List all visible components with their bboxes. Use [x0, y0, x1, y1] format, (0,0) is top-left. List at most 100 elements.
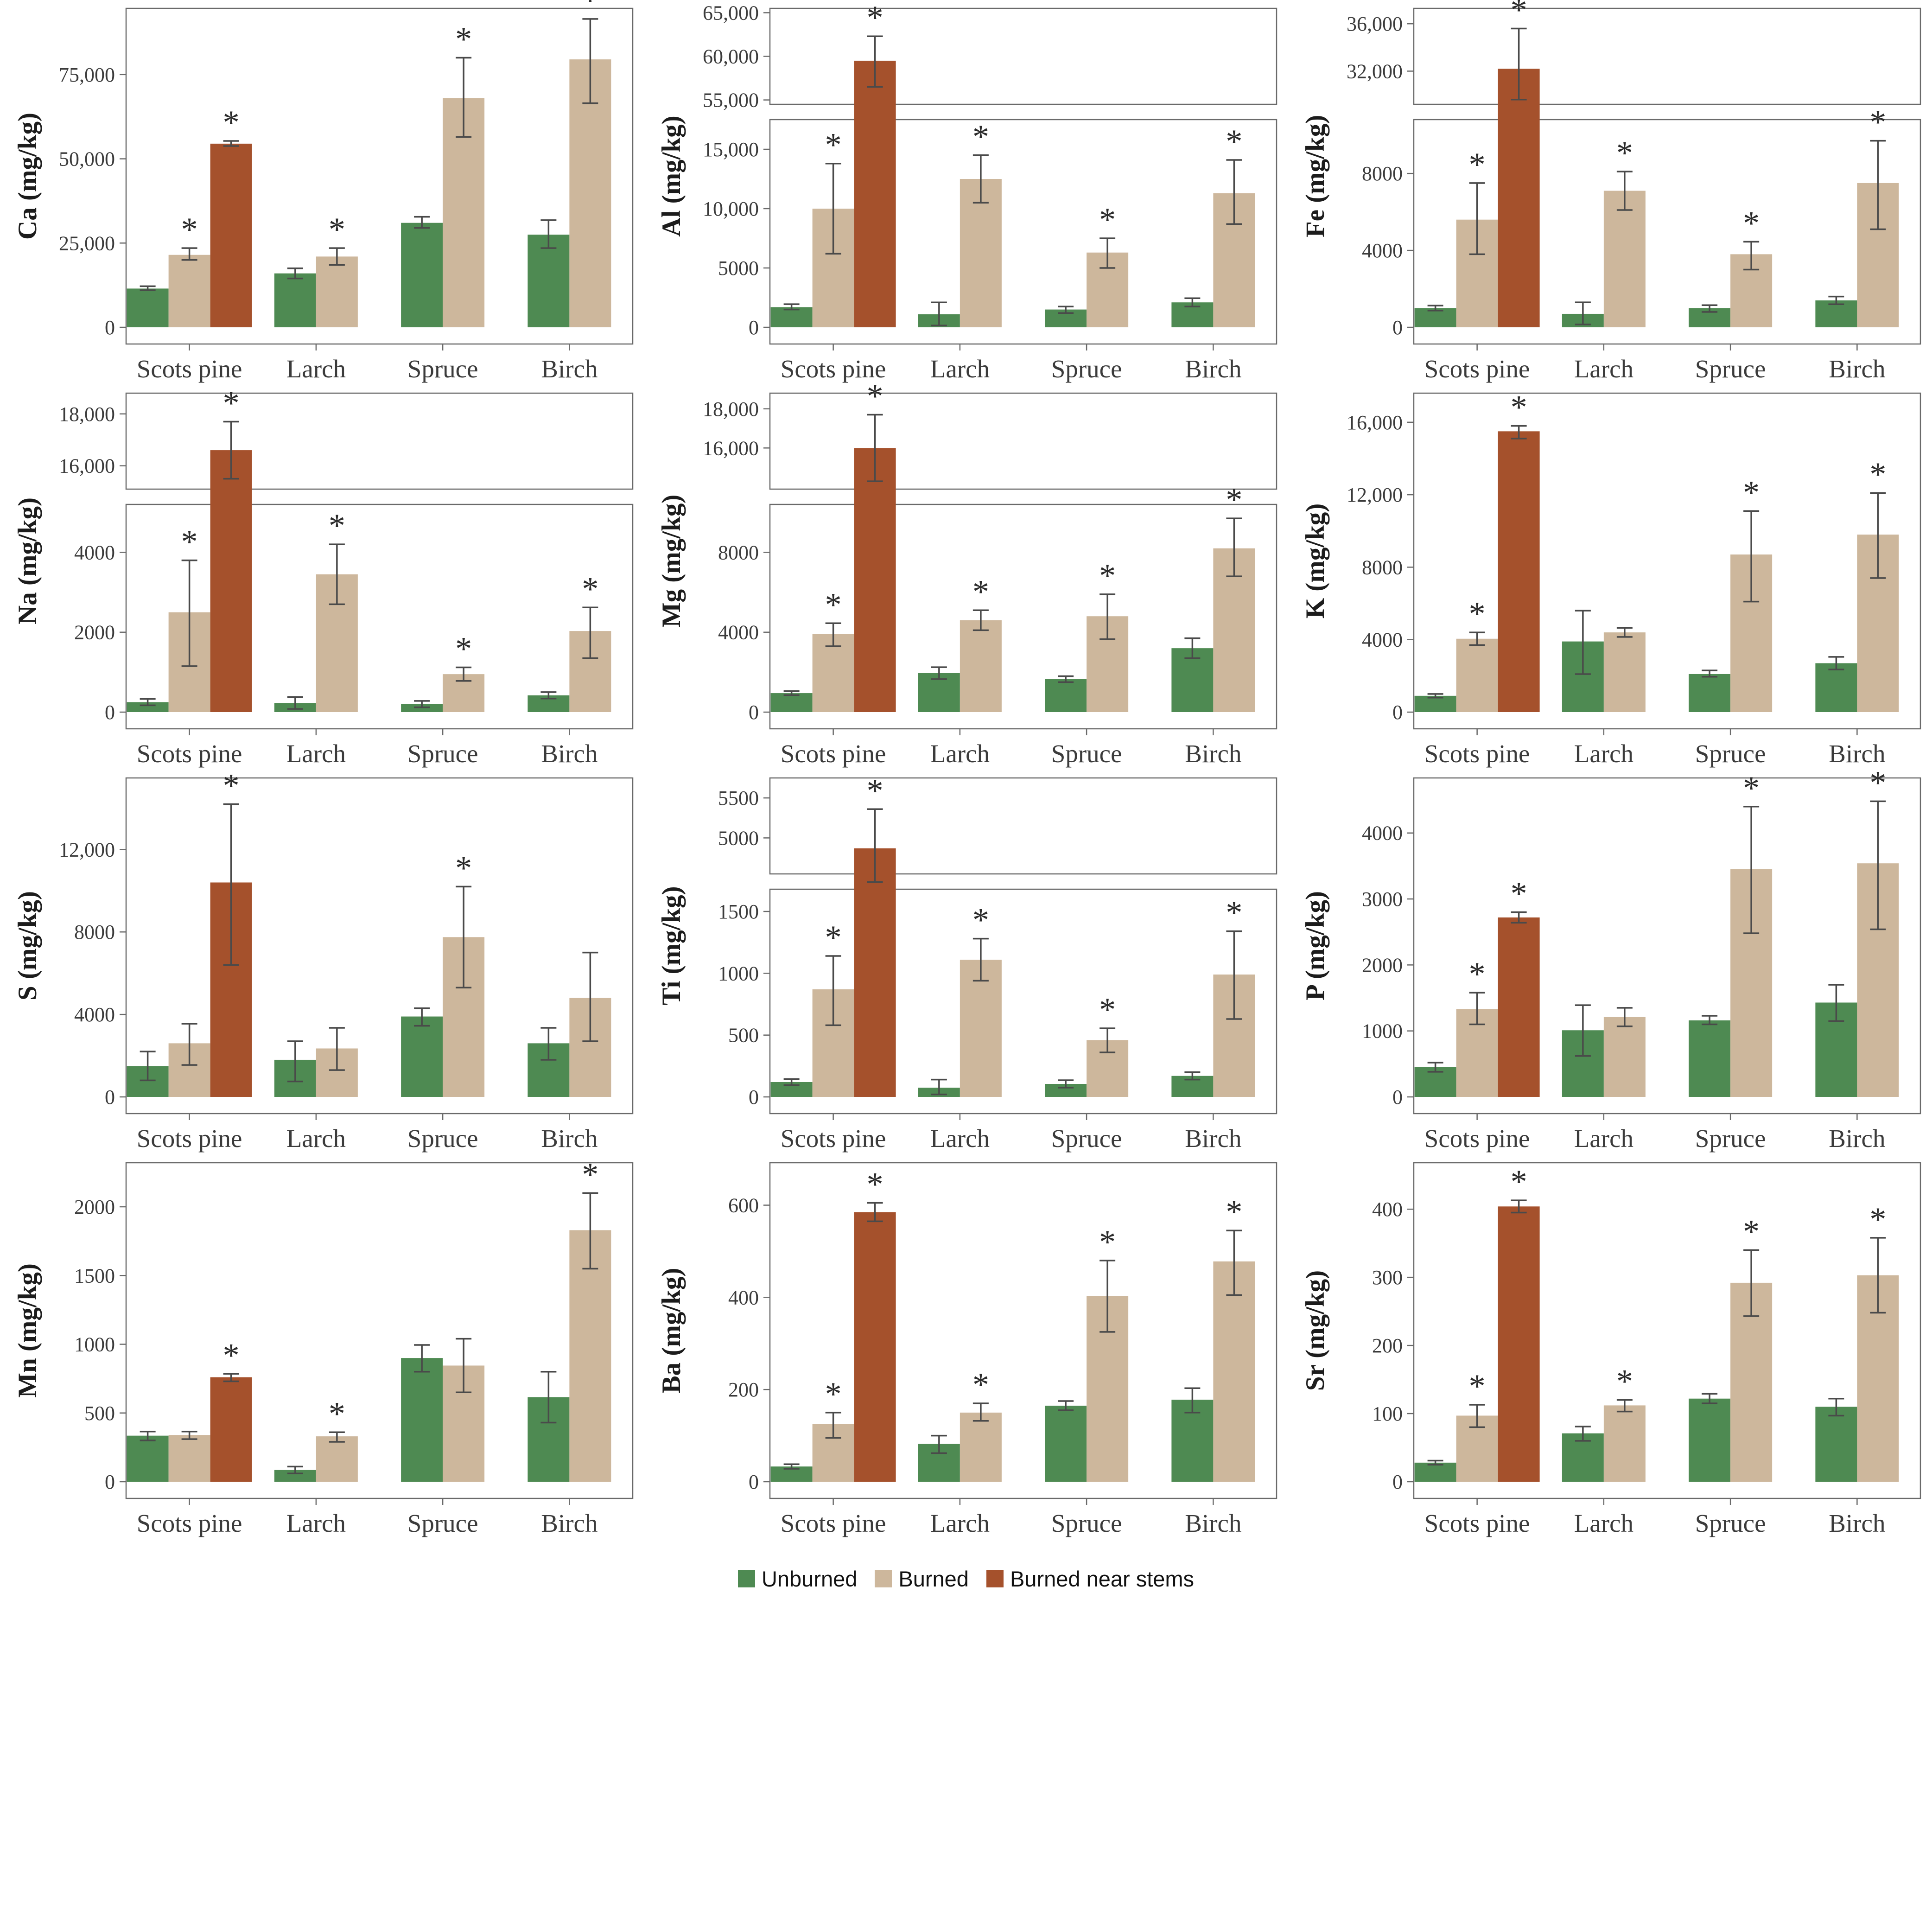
x-category-label: Birch [1185, 739, 1241, 768]
axis-box [1413, 777, 1921, 1115]
significance-asterisk: * [1869, 104, 1886, 141]
y-tick-label: 2000 [74, 1196, 115, 1218]
x-category-label: Scots pine [137, 355, 242, 383]
bar-burned-near-stems [210, 450, 252, 712]
x-category-label: Spruce [1051, 1509, 1122, 1537]
bar-burned-near-stems [1498, 431, 1540, 712]
chart-svg-sr: 0 100 200 300 400 Sr (mg/kg) Scots pine Larch Sp… [1301, 1162, 1921, 1537]
significance-asterisk: * [1226, 481, 1242, 518]
y-tick-label: 0 [1392, 316, 1403, 339]
bar-burned [168, 255, 210, 327]
chart-svg-ba: 0 200 400 600 Ba (mg/kg) Scots pine Larch Spruc… [657, 1162, 1277, 1537]
bar-unburned [401, 1358, 443, 1482]
y-axis-label: Ti (mg/kg) [657, 886, 686, 1005]
bar-unburned [1414, 1462, 1456, 1482]
x-category-label: Birch [1829, 1124, 1885, 1153]
chart-panel-p: 0 1000 2000 3000 4000 P (mg/kg) Scots pine Larc… [1288, 770, 1932, 1154]
significance-asterisk: * [329, 1395, 345, 1432]
significance-asterisk: * [867, 385, 883, 414]
x-category-label: Spruce [407, 1124, 478, 1153]
axis-box [1413, 1162, 1921, 1499]
significance-asterisk: * [1099, 1223, 1116, 1261]
y-tick-label: 32,000 [1347, 60, 1403, 83]
axis-box-bottom [769, 888, 1277, 1115]
x-category-label: Spruce [407, 355, 478, 383]
significance-asterisk: * [1099, 201, 1116, 238]
significance-asterisk: * [972, 902, 989, 939]
axis-box-bottom [125, 503, 634, 730]
y-tick-label: 0 [749, 1086, 759, 1109]
bar-unburned [770, 693, 813, 712]
y-axis-label: S (mg/kg) [13, 891, 42, 1000]
axis-box-top [769, 392, 1277, 490]
axis-box-top [1413, 7, 1921, 105]
x-category-label: Spruce [1051, 1124, 1122, 1153]
y-axis-label: K (mg/kg) [1301, 503, 1330, 619]
axis-box [125, 777, 634, 1115]
x-category-label: Spruce [1695, 739, 1766, 768]
y-tick-label: 5500 [718, 787, 759, 809]
chart-panel-ba: 0 200 400 600 Ba (mg/kg) Scots pine Larch Spruc… [644, 1154, 1288, 1539]
significance-asterisk: * [181, 523, 198, 561]
x-category-label: Larch [286, 739, 346, 768]
x-category-label: Spruce [1695, 1509, 1766, 1537]
significance-asterisk: * [223, 104, 240, 141]
y-axis-label: Fe (mg/kg) [1301, 115, 1330, 237]
legend-swatch-burned-near-stems [986, 1570, 1004, 1587]
y-tick-label: 2000 [1362, 954, 1403, 976]
chart-panel-sr: 0 100 200 300 400 Sr (mg/kg) Scots pine Larch Sp… [1288, 1154, 1932, 1539]
chart-panel-ca: 0 25,000 50,000 75,000 Ca (mg/kg) Scots pine L… [0, 0, 644, 385]
chart-panel-mn: 0 500 1000 1500 2000 Mn (mg/kg) Scots pine Larc… [0, 1154, 644, 1539]
x-category-label: Larch [1574, 355, 1633, 383]
x-category-label: Spruce [1695, 1124, 1766, 1153]
y-tick-label: 5000 [718, 257, 759, 280]
y-tick-label: 50,000 [59, 148, 115, 171]
bar-burned-near-stems [1498, 917, 1540, 1097]
x-category-label: Birch [541, 739, 597, 768]
y-tick-label: 8000 [1362, 162, 1403, 185]
significance-asterisk: * [867, 0, 883, 36]
axis-box [769, 1162, 1277, 1499]
y-tick-label: 5000 [718, 827, 759, 849]
significance-asterisk: * [825, 1376, 842, 1413]
y-tick-label: 16,000 [703, 437, 759, 459]
bar-burned-near-stems [210, 1377, 252, 1482]
y-tick-label: 55,000 [703, 89, 759, 112]
x-category-label: Larch [930, 1124, 990, 1153]
significance-asterisk: * [1099, 991, 1116, 1028]
legend-label-burned-near-stems: Burned near stems [1010, 1567, 1195, 1591]
x-category-label: Birch [1829, 1509, 1885, 1537]
significance-asterisk: * [1469, 146, 1486, 183]
legend-item-unburned: Unburned [737, 1566, 857, 1592]
y-tick-label: 2000 [74, 621, 115, 644]
chart-svg-mn: 0 500 1000 1500 2000 Mn (mg/kg) Scots pine Larc… [13, 1156, 634, 1537]
x-category-label: Larch [930, 355, 990, 383]
bar-burned [168, 1435, 210, 1482]
significance-asterisk: * [455, 849, 472, 886]
legend-swatch-unburned [737, 1570, 755, 1587]
legend-label-burned: Burned [898, 1567, 969, 1591]
legend-item-burned: Burned [875, 1566, 969, 1592]
axis-box [125, 1162, 634, 1499]
y-tick-label: 8000 [1362, 556, 1403, 579]
y-tick-label: 200 [1372, 1334, 1403, 1357]
y-tick-label: 18,000 [703, 398, 759, 420]
significance-asterisk: * [1511, 0, 1527, 28]
y-tick-label: 3000 [1362, 888, 1403, 911]
significance-asterisk: * [1469, 595, 1486, 632]
x-category-label: Scots pine [781, 355, 886, 383]
y-tick-label: 0 [1392, 1471, 1403, 1493]
y-tick-label: 12,000 [59, 838, 115, 861]
y-tick-label: 0 [749, 316, 759, 339]
chart-panel-al: 0 5000 10,000 15,000 55,000 60,000 65,000 Al (m… [644, 0, 1288, 385]
bar-unburned [527, 235, 570, 327]
chart-svg-fe: 0 4000 8000 32,000 36,000 Fe (mg/kg) Scots pin… [1301, 0, 1921, 383]
significance-asterisk: * [1743, 770, 1760, 807]
y-tick-label: 75,000 [59, 64, 115, 86]
x-category-label: Spruce [1051, 739, 1122, 768]
x-category-label: Larch [286, 355, 346, 383]
y-tick-label: 0 [749, 1471, 759, 1493]
significance-asterisk: * [825, 586, 842, 623]
bar-unburned [1815, 663, 1857, 712]
significance-asterisk: * [455, 20, 472, 57]
